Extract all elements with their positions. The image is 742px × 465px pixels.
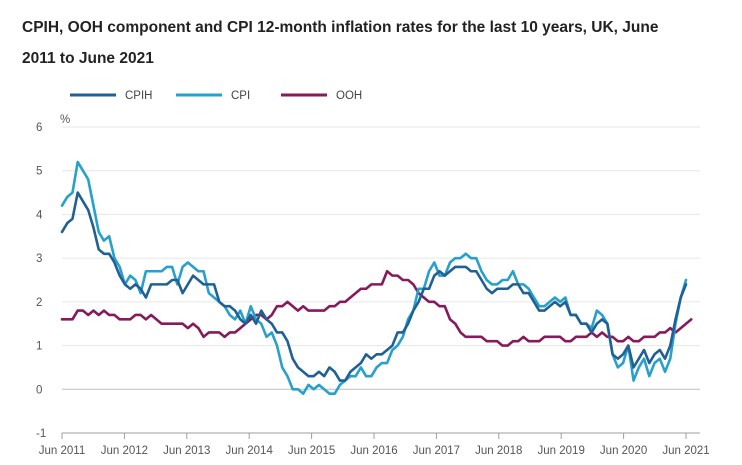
series-line-ooh bbox=[60, 269, 693, 347]
y-tick-label: 3 bbox=[36, 253, 42, 265]
series-line-cpih bbox=[60, 191, 688, 382]
legend-label-cpih: CPIH bbox=[125, 90, 152, 102]
y-axis-unit-label: % bbox=[60, 114, 70, 126]
series-lines bbox=[60, 160, 693, 395]
x-tick-label: Jun 2012 bbox=[101, 445, 148, 457]
x-tick-label: Jun 2015 bbox=[288, 445, 335, 457]
y-tick-label: 6 bbox=[36, 122, 42, 134]
x-tick-label: Jun 2016 bbox=[350, 445, 397, 457]
x-tick-label: Jun 2017 bbox=[413, 445, 460, 457]
gridlines bbox=[62, 126, 700, 434]
x-tick-label: Jun 2011 bbox=[39, 445, 85, 457]
x-tick-label: Jun 2014 bbox=[226, 445, 274, 457]
x-tick-label: Jun 2013 bbox=[163, 445, 210, 457]
x-tick-label: Jun 2021 bbox=[662, 445, 709, 457]
series-line-cpi bbox=[60, 160, 688, 395]
y-tick-label: 0 bbox=[36, 384, 42, 396]
legend-label-ooh: OOH bbox=[336, 90, 362, 102]
y-tick-label: 1 bbox=[36, 341, 42, 353]
legend: CPIH CPI OOH bbox=[70, 90, 362, 102]
legend-label-cpi: CPI bbox=[231, 90, 250, 102]
x-tick-label: Jun 2020 bbox=[600, 445, 647, 457]
y-tick-label: 2 bbox=[36, 297, 42, 309]
y-axis-ticks: 6 5 4 3 2 1 0 -1 bbox=[36, 122, 46, 440]
chart-title: CPIH, OOH component and CPI 12-month inf… bbox=[22, 19, 659, 67]
y-tick-label: -1 bbox=[36, 428, 46, 440]
y-tick-label: 5 bbox=[36, 166, 42, 178]
x-tick-label: Jun 2018 bbox=[475, 445, 522, 457]
x-axis: Jun 2011 Jun 2012 Jun 2013 Jun 2014 Jun 2015… bbox=[39, 432, 710, 457]
x-tick-label: Jun 2019 bbox=[538, 445, 585, 457]
y-tick-label: 4 bbox=[36, 209, 43, 221]
